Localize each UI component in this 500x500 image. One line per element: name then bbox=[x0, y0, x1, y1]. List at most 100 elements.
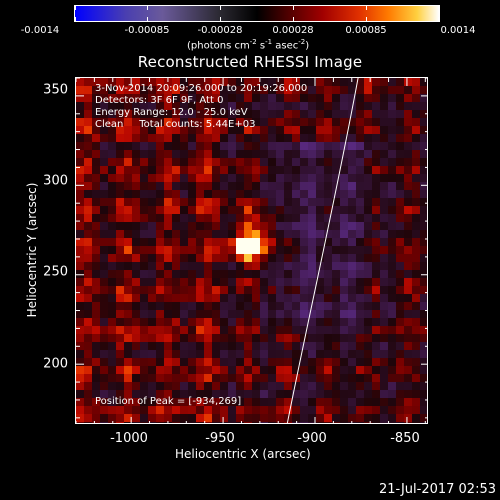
heatmap-cell bbox=[380, 158, 388, 166]
heatmap-cell bbox=[316, 390, 324, 398]
heatmap-cell bbox=[348, 222, 356, 230]
heatmap-cell bbox=[404, 142, 412, 150]
heatmap-cell bbox=[132, 422, 140, 423]
heatmap-cell bbox=[148, 222, 156, 230]
heatmap-cell bbox=[92, 302, 100, 310]
heatmap-cell bbox=[332, 190, 340, 198]
heatmap-cell bbox=[188, 390, 196, 398]
heatmap-cell bbox=[164, 278, 172, 286]
heatmap-cell bbox=[100, 238, 108, 246]
heatmap-cell bbox=[244, 294, 252, 302]
heatmap-cell bbox=[364, 334, 372, 342]
heatmap-cell bbox=[100, 118, 108, 126]
heatmap-cell bbox=[92, 190, 100, 198]
heatmap-cell bbox=[228, 190, 236, 198]
heatmap-cell bbox=[228, 422, 236, 423]
heatmap-cell bbox=[284, 110, 292, 118]
heatmap-cell bbox=[84, 94, 92, 102]
heatmap-cell bbox=[132, 374, 140, 382]
heatmap-cell bbox=[108, 246, 116, 254]
heatmap-cell bbox=[372, 182, 380, 190]
heatmap-cell bbox=[388, 318, 396, 326]
heatmap-cell bbox=[164, 110, 172, 118]
heatmap-cell bbox=[420, 390, 427, 398]
heatmap-cell bbox=[308, 78, 316, 86]
heatmap-cell bbox=[404, 254, 412, 262]
heatmap-cell bbox=[404, 358, 412, 366]
heatmap-cell bbox=[204, 406, 212, 414]
heatmap-cell bbox=[236, 310, 244, 318]
heatmap-cell bbox=[316, 94, 324, 102]
heatmap-cell bbox=[244, 350, 252, 358]
heatmap-cell bbox=[364, 270, 372, 278]
heatmap-cell bbox=[92, 110, 100, 118]
heatmap-cell bbox=[100, 94, 108, 102]
heatmap-cell bbox=[420, 350, 427, 358]
heatmap-cell bbox=[420, 334, 427, 342]
heatmap-cell bbox=[84, 86, 92, 94]
heatmap-cell bbox=[212, 150, 220, 158]
heatmap-cell bbox=[292, 198, 300, 206]
heatmap-cell bbox=[140, 214, 148, 222]
heatmap-cell bbox=[212, 366, 220, 374]
heatmap-cell bbox=[332, 214, 340, 222]
heatmap-cell bbox=[132, 390, 140, 398]
heatmap-cell bbox=[180, 222, 188, 230]
heatmap-cell bbox=[292, 310, 300, 318]
heatmap-cell bbox=[380, 270, 388, 278]
heatmap-cell bbox=[260, 222, 268, 230]
heatmap-cell bbox=[132, 158, 140, 166]
heatmap-cell bbox=[108, 294, 116, 302]
heatmap-cell bbox=[92, 198, 100, 206]
heatmap-cell bbox=[132, 118, 140, 126]
heatmap-cell bbox=[172, 422, 180, 423]
heatmap-cell bbox=[380, 262, 388, 270]
heatmap-cell bbox=[268, 334, 276, 342]
heatmap-cell bbox=[100, 230, 108, 238]
heatmap-cell bbox=[236, 206, 244, 214]
heatmap-cell bbox=[404, 174, 412, 182]
y-tick-label: 350 bbox=[43, 82, 68, 98]
heatmap-cell bbox=[100, 358, 108, 366]
heatmap-cell bbox=[412, 134, 420, 142]
heatmap-cell bbox=[420, 366, 427, 374]
heatmap-cell bbox=[140, 142, 148, 150]
heatmap-cell bbox=[300, 366, 308, 374]
heatmap-cell bbox=[340, 334, 348, 342]
heatmap-cell bbox=[180, 326, 188, 334]
heatmap-cell bbox=[396, 382, 404, 390]
heatmap-cell bbox=[204, 198, 212, 206]
heatmap-cell bbox=[268, 318, 276, 326]
heatmap-cell bbox=[396, 294, 404, 302]
heatmap-cell bbox=[276, 254, 284, 262]
heatmap-cell bbox=[204, 86, 212, 94]
heatmap-cell bbox=[308, 406, 316, 414]
heatmap-cell bbox=[132, 302, 140, 310]
heatmap-cell bbox=[260, 214, 268, 222]
heatmap-cell bbox=[324, 126, 332, 134]
heatmap-cell bbox=[252, 254, 260, 262]
heatmap-cell bbox=[188, 206, 196, 214]
heatmap-cell bbox=[412, 390, 420, 398]
heatmap-cell bbox=[228, 246, 236, 254]
heatmap-cell bbox=[84, 118, 92, 126]
heatmap-cell bbox=[148, 206, 156, 214]
heatmap-cell bbox=[252, 382, 260, 390]
heatmap-cell bbox=[172, 366, 180, 374]
heatmap-cell bbox=[348, 174, 356, 182]
heatmap-cell bbox=[188, 238, 196, 246]
heatmap-cell bbox=[180, 294, 188, 302]
heatmap-cell bbox=[228, 254, 236, 262]
heatmap-cell bbox=[92, 86, 100, 94]
heatmap-cell bbox=[204, 398, 212, 406]
heatmap-cell bbox=[236, 254, 244, 262]
heatmap-cell bbox=[196, 198, 204, 206]
heatmap-cell bbox=[324, 422, 332, 423]
heatmap-cell bbox=[396, 318, 404, 326]
heatmap-cell bbox=[116, 134, 124, 142]
heatmap-cell bbox=[124, 278, 132, 286]
heatmap-cell bbox=[292, 302, 300, 310]
heatmap-cell bbox=[180, 214, 188, 222]
heatmap-cell bbox=[172, 294, 180, 302]
heatmap-cell bbox=[412, 302, 420, 310]
